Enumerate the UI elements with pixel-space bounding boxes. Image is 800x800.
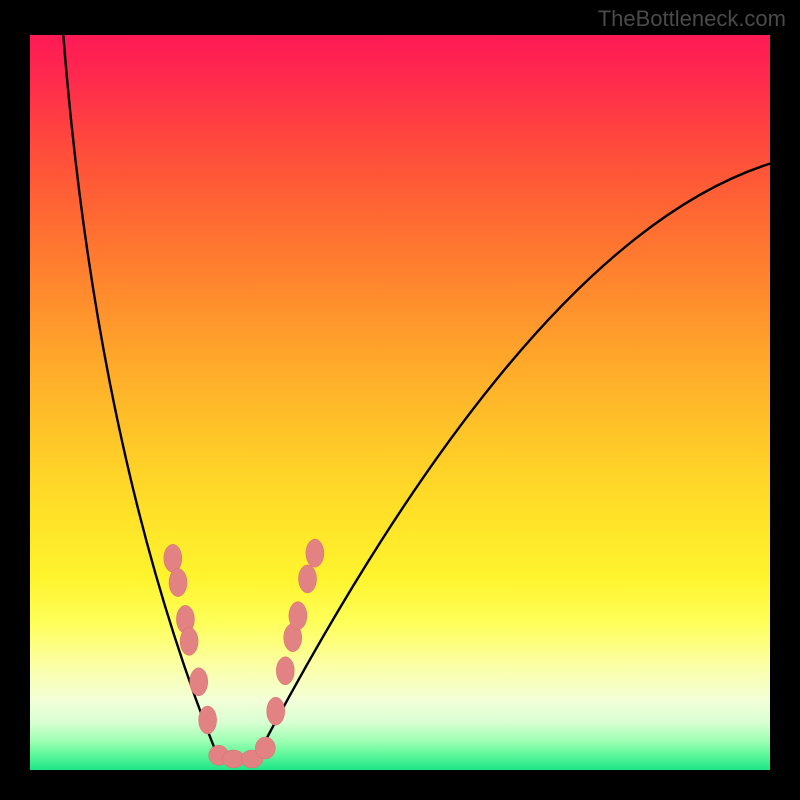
curve-marker <box>169 569 187 597</box>
curve-marker <box>299 565 317 593</box>
chart-svg <box>30 35 770 770</box>
plot-area <box>30 35 770 770</box>
curve-marker <box>199 706 217 734</box>
curve-marker <box>267 697 285 725</box>
chart-frame: TheBottleneck.com <box>0 0 800 800</box>
curve-marker <box>276 657 294 685</box>
curve-marker <box>180 627 198 655</box>
curve-marker <box>289 602 307 630</box>
curve-marker <box>255 737 275 759</box>
curve-marker <box>190 668 208 696</box>
curve-marker <box>164 544 182 572</box>
watermark-text: TheBottleneck.com <box>598 6 786 32</box>
gradient-background <box>30 35 770 770</box>
curve-marker <box>306 539 324 567</box>
